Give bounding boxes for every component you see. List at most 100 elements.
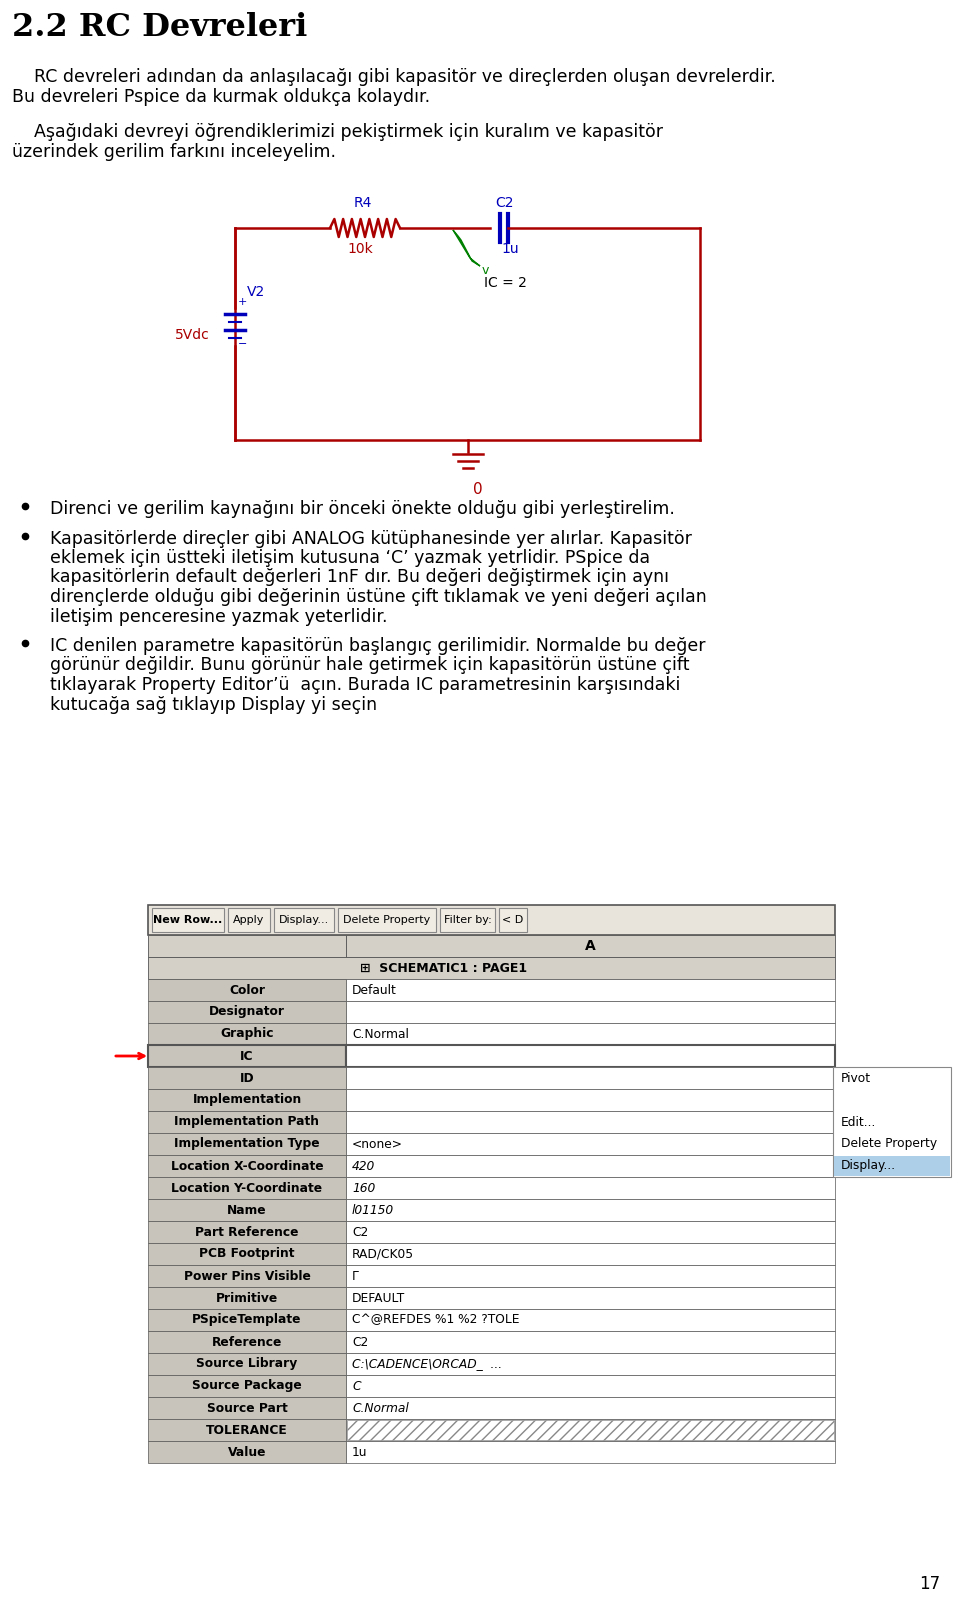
Bar: [834, 1155, 950, 1176]
Text: 420: 420: [352, 1160, 375, 1173]
Text: IC = 2: IC = 2: [484, 276, 526, 289]
Bar: [148, 1331, 346, 1354]
Bar: [148, 1067, 346, 1088]
Text: Display...: Display...: [841, 1160, 896, 1173]
Text: Direnci ve gerilim kaynağını bir önceki önekte olduğu gibi yerleştirelim.: Direnci ve gerilim kaynağını bir önceki …: [50, 500, 675, 518]
Text: Location X-Coordinate: Location X-Coordinate: [171, 1160, 324, 1173]
Text: Power Pins Visible: Power Pins Visible: [183, 1269, 310, 1283]
Text: New Row...: New Row...: [154, 916, 223, 925]
Text: Delete Property: Delete Property: [344, 916, 431, 925]
Text: C^@REFDES %1 %2 ?TOLE: C^@REFDES %1 %2 ?TOLE: [352, 1314, 519, 1326]
Bar: [148, 935, 346, 957]
Bar: [346, 1286, 835, 1309]
Text: PSpiceTemplate: PSpiceTemplate: [192, 1314, 301, 1326]
Text: kutucağa sağ tıklayıp Display yi seçin: kutucağa sağ tıklayıp Display yi seçin: [50, 695, 377, 713]
Text: Edit...: Edit...: [841, 1115, 876, 1128]
Bar: [346, 1111, 835, 1133]
Text: Designator: Designator: [209, 1005, 285, 1018]
Text: V2: V2: [247, 284, 265, 299]
Text: 5Vdc: 5Vdc: [175, 328, 209, 342]
Text: 2.2 RC Devreleri: 2.2 RC Devreleri: [12, 13, 307, 43]
Text: C.Normal: C.Normal: [352, 1401, 409, 1414]
Bar: [148, 1266, 346, 1286]
Text: Graphic: Graphic: [220, 1028, 274, 1040]
Bar: [346, 1221, 835, 1243]
Text: 160: 160: [352, 1181, 375, 1194]
Bar: [148, 1000, 346, 1023]
Bar: [148, 1397, 346, 1419]
Text: C: C: [352, 1379, 361, 1392]
Text: Γ: Γ: [352, 1269, 359, 1283]
Text: Color: Color: [229, 983, 265, 997]
Text: Source Library: Source Library: [197, 1357, 298, 1371]
Text: < D: < D: [502, 916, 523, 925]
Bar: [148, 1045, 346, 1067]
Text: RAD/CK05: RAD/CK05: [352, 1248, 414, 1261]
Bar: [346, 1133, 835, 1155]
Bar: [274, 908, 334, 932]
Text: 17: 17: [919, 1576, 940, 1593]
Bar: [346, 1441, 835, 1464]
Bar: [346, 980, 835, 1000]
Bar: [346, 1198, 835, 1221]
Bar: [346, 1023, 835, 1045]
Bar: [148, 1374, 346, 1397]
Bar: [148, 1023, 346, 1045]
Bar: [148, 1178, 346, 1198]
Text: tıklayarak Property Editor’ü  açın. Burada IC parametresinin karşısındaki: tıklayarak Property Editor’ü açın. Burad…: [50, 676, 681, 694]
Text: C2: C2: [495, 197, 515, 209]
Bar: [148, 1309, 346, 1331]
Text: R4: R4: [354, 197, 372, 209]
Text: 1u: 1u: [352, 1446, 368, 1459]
Bar: [346, 1045, 835, 1067]
Bar: [346, 1374, 835, 1397]
Text: v: v: [482, 264, 490, 276]
Bar: [148, 1286, 346, 1309]
Text: A: A: [586, 940, 596, 952]
Bar: [346, 1178, 835, 1198]
Text: Primitive: Primitive: [216, 1291, 278, 1304]
Text: ⊞  SCHEMATIC1 : PAGE1: ⊞ SCHEMATIC1 : PAGE1: [360, 962, 527, 975]
Bar: [148, 1133, 346, 1155]
Text: Implementation Type: Implementation Type: [174, 1138, 320, 1151]
Text: +: +: [238, 297, 248, 307]
Text: C.Normal: C.Normal: [352, 1028, 409, 1040]
Bar: [346, 1331, 835, 1354]
Text: 0: 0: [473, 483, 483, 497]
Bar: [346, 1243, 835, 1266]
Text: C:\CADENCE\ORCAD_  ...: C:\CADENCE\ORCAD_ ...: [352, 1357, 502, 1371]
Bar: [346, 1397, 835, 1419]
Text: <none>: <none>: [352, 1138, 403, 1151]
Bar: [148, 1198, 346, 1221]
Text: −: −: [238, 339, 248, 348]
Bar: [499, 908, 527, 932]
Text: Display...: Display...: [278, 916, 329, 925]
Text: Implementation: Implementation: [192, 1093, 301, 1106]
Bar: [148, 1111, 346, 1133]
Text: IC denilen parametre kapasitörün başlangıç gerilimidir. Normalde bu değer: IC denilen parametre kapasitörün başlang…: [50, 638, 706, 655]
Bar: [833, 1067, 951, 1178]
Bar: [148, 1441, 346, 1464]
Text: Reference: Reference: [212, 1336, 282, 1349]
Bar: [346, 1419, 835, 1441]
Bar: [148, 1088, 346, 1111]
Polygon shape: [453, 230, 480, 265]
Text: 10k: 10k: [348, 241, 372, 256]
Text: Part Reference: Part Reference: [195, 1226, 299, 1238]
Bar: [346, 1155, 835, 1178]
Text: Implementation Path: Implementation Path: [175, 1115, 320, 1128]
Text: Bu devreleri Pspice da kurmak oldukça kolaydır.: Bu devreleri Pspice da kurmak oldukça ko…: [12, 88, 430, 105]
Text: 1u: 1u: [501, 241, 518, 256]
Text: Pivot: Pivot: [841, 1072, 871, 1085]
Text: Aşağıdaki devreyi öğrendiklerimizi pekiştirmek için kuralım ve kapasitör: Aşağıdaki devreyi öğrendiklerimizi pekiş…: [12, 123, 663, 141]
Bar: [346, 1266, 835, 1286]
Text: Location Y-Coordinate: Location Y-Coordinate: [172, 1181, 323, 1194]
Bar: [152, 908, 224, 932]
Bar: [346, 1309, 835, 1331]
Bar: [148, 1354, 346, 1374]
Text: iletişim penceresine yazmak yeterlidir.: iletişim penceresine yazmak yeterlidir.: [50, 607, 388, 625]
Bar: [228, 908, 270, 932]
Bar: [148, 1155, 346, 1178]
Text: Source Package: Source Package: [192, 1379, 301, 1392]
Bar: [347, 1421, 834, 1440]
